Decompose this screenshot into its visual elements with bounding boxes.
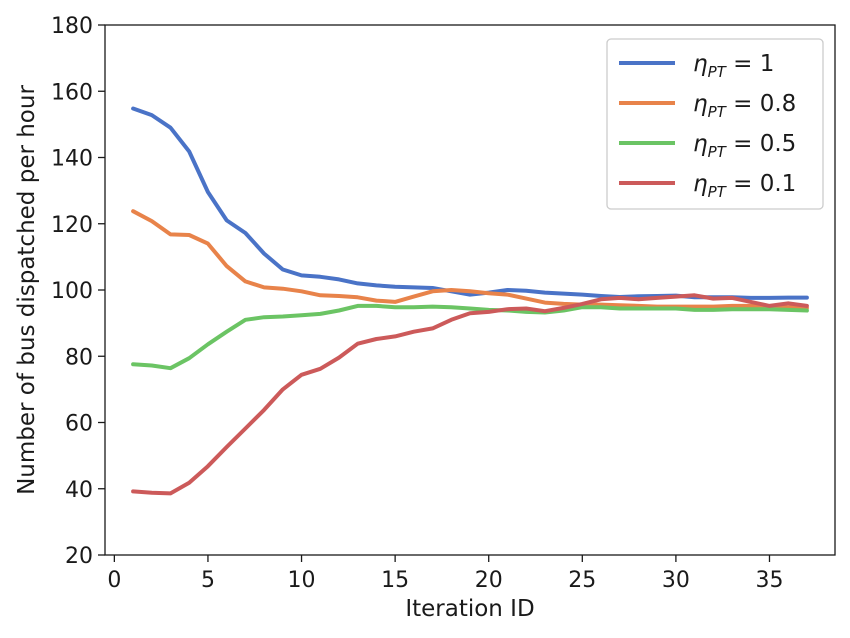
series-line-1 (131, 209, 809, 310)
x-tick-label: 10 (288, 568, 316, 593)
legend-label-1: ηPT = 0.8 (693, 91, 796, 121)
legend-box (606, 38, 824, 210)
legend-label-3: ηPT = 0.1 (693, 171, 796, 201)
x-tick-label: 5 (201, 568, 215, 593)
y-tick-label: 60 (65, 412, 93, 437)
legend-label-0: ηPT = 1 (693, 51, 774, 81)
y-axis-ticks: 20 40 60 80 100 120 140 160 180 (51, 14, 105, 569)
y-tick-label: 20 (65, 544, 93, 569)
y-tick-label: 80 (65, 345, 93, 370)
x-axis-label: Iteration ID (405, 596, 534, 622)
x-tick-label: 30 (662, 568, 690, 593)
y-tick-label: 100 (51, 279, 93, 304)
x-tick-label: 25 (568, 568, 596, 593)
y-tick-label: 180 (51, 14, 93, 39)
series-line-2 (131, 303, 809, 371)
x-tick-label: 35 (755, 568, 783, 593)
y-tick-label: 120 (51, 213, 93, 238)
series-line-3 (131, 293, 809, 496)
y-tick-label: 140 (51, 147, 93, 172)
y-tick-label: 40 (65, 478, 93, 503)
y-axis-label: Number of bus dispatched per hour (14, 85, 40, 495)
series-layer (131, 106, 809, 496)
legend-label-2: ηPT = 0.5 (693, 131, 796, 161)
x-tick-label: 20 (475, 568, 503, 593)
legend: ηPT = 1 ηPT = 0.8 ηPT = 0.5 ηPT = 0.1 (606, 38, 824, 210)
y-tick-label: 160 (51, 80, 93, 105)
x-tick-label: 0 (107, 568, 121, 593)
x-tick-label: 15 (381, 568, 409, 593)
x-axis-ticks: 0 5 10 15 20 25 30 35 (107, 555, 783, 593)
